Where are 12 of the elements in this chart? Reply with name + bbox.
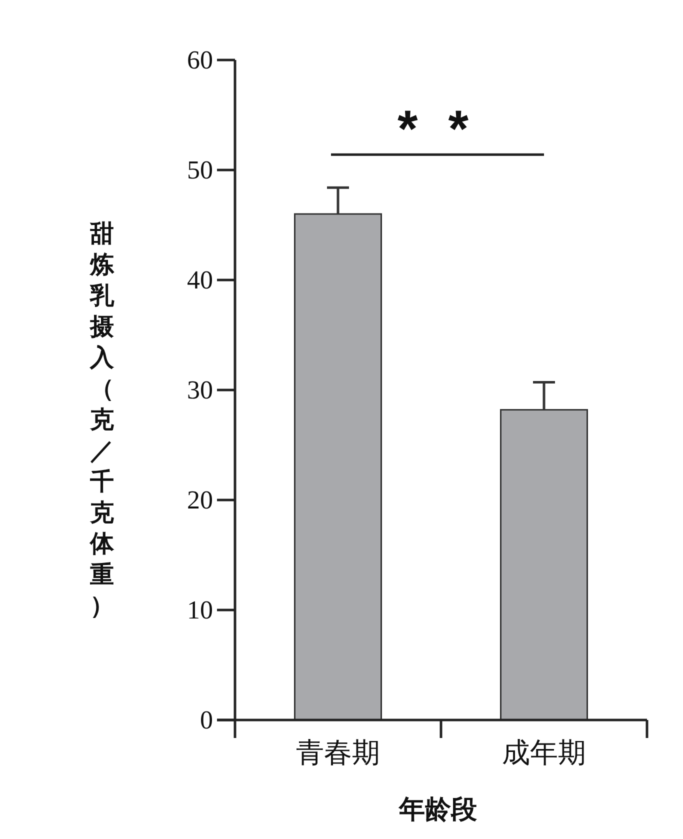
y-tick-label: 50 (187, 156, 213, 184)
x-tick-label: 成年期 (502, 738, 586, 769)
y-tick-label: 60 (187, 46, 213, 74)
x-axis-title: 年龄段 (398, 794, 478, 824)
y-tick-label: 20 (187, 486, 213, 514)
y-tick-label: 0 (200, 706, 213, 734)
y-tick-label: 30 (187, 376, 213, 404)
y-tick-label: 10 (187, 596, 213, 624)
y-axis-title: 甜炼乳摄入（克／千克体重） (90, 220, 114, 620)
annotation: * * (398, 100, 476, 159)
x-tick-label: 青春期 (296, 738, 380, 769)
y-tick-label: 40 (187, 266, 213, 294)
